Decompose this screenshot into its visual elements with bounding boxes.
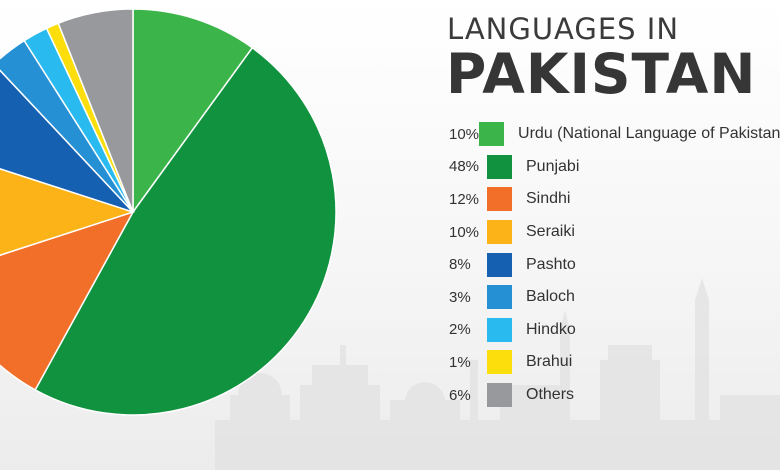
legend-item-sindhi: 12% Sindhi [449, 183, 780, 216]
legend-label: Seraiki [526, 223, 575, 241]
legend-swatch [479, 122, 505, 147]
legend-item-punjabi: 48% Punjabi [449, 151, 780, 184]
chart-title: PAKISTAN [446, 42, 757, 106]
legend-label: Urdu (National Language of Pakistan) [518, 125, 780, 143]
legend-swatch [487, 187, 512, 212]
legend-swatch [487, 220, 512, 245]
legend: 10% Urdu (National Language of Pakistan)… [449, 118, 780, 411]
legend-item-pashto: 8% Pashto [449, 248, 780, 281]
legend-percent: 2% [449, 321, 471, 339]
legend-swatch [487, 285, 512, 310]
legend-item-hindko: 2% Hindko [449, 314, 780, 347]
pie-slices [0, 8, 337, 416]
legend-swatch [487, 350, 512, 375]
legend-percent: 6% [449, 386, 471, 404]
legend-label: Sindhi [526, 190, 571, 208]
pie-slice-urdu [132, 8, 254, 215]
legend-item-urdu: 10% Urdu (National Language of Pakistan) [449, 118, 780, 151]
pie-slice-sindhi [0, 210, 135, 391]
legend-swatch [487, 252, 512, 277]
legend-item-brahui: 1% Brahui [449, 346, 780, 379]
legend-percent: 10% [449, 223, 480, 241]
legend-item-seraiki: 10% Seraiki [449, 216, 780, 249]
legend-label: Hindko [526, 320, 576, 338]
legend-percent: 8% [449, 256, 471, 274]
legend-label: Baloch [526, 288, 575, 306]
legend-swatch [487, 154, 512, 179]
pie-slice-punjabi [34, 46, 337, 416]
pie-slice-seraiki [0, 167, 136, 257]
legend-swatch [487, 317, 512, 342]
legend-item-baloch: 3% Baloch [449, 281, 780, 314]
legend-percent: 48% [449, 158, 480, 176]
legend-percent: 3% [449, 288, 471, 306]
pie-slice-others [57, 8, 134, 213]
legend-label: Brahui [526, 353, 573, 371]
chart-subtitle: LANGUAGES IN [447, 12, 680, 46]
legend-label: Punjabi [526, 157, 580, 175]
legend-item-others: 6% Others [449, 379, 780, 412]
legend-percent: 12% [449, 190, 480, 208]
legend-percent: 10% [449, 125, 480, 143]
legend-label: Pashto [526, 255, 576, 273]
legend-label: Others [526, 386, 575, 404]
legend-percent: 1% [449, 353, 471, 371]
legend-swatch [487, 383, 512, 408]
